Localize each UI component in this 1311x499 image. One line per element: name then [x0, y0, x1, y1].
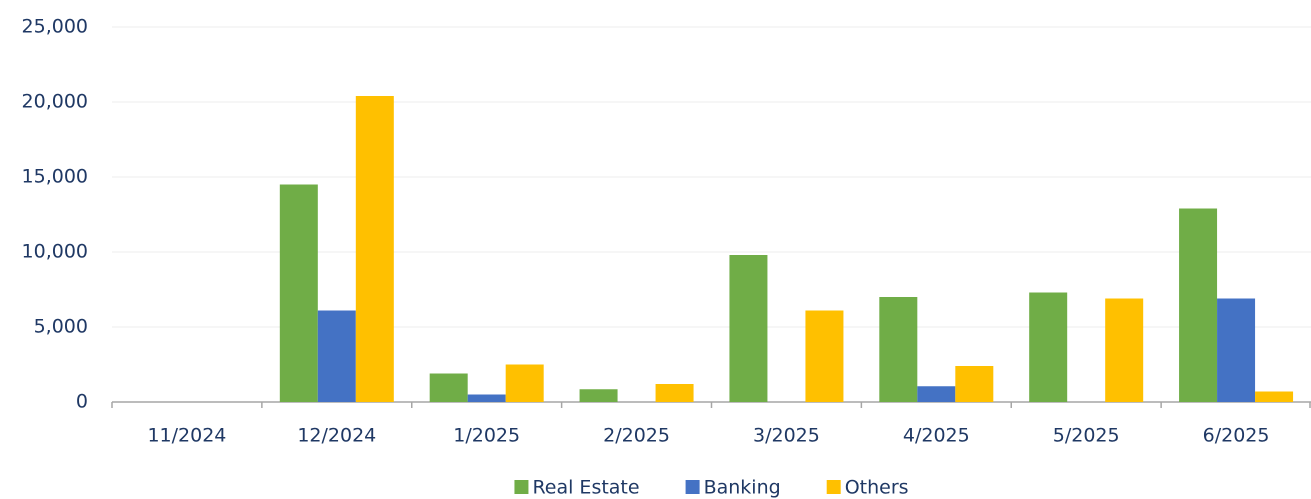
- legend-swatch: [685, 480, 700, 494]
- y-tick-label: 25,000: [22, 16, 88, 38]
- bar: [467, 394, 506, 402]
- bar: [805, 310, 844, 402]
- x-tick-label: 6/2025: [1203, 425, 1270, 447]
- x-tick-label: 5/2025: [1053, 425, 1120, 447]
- bar: [917, 386, 956, 402]
- bar: [355, 96, 394, 402]
- bar: [579, 389, 618, 402]
- bar: [505, 364, 544, 402]
- bar: [1029, 292, 1068, 402]
- bar: [1255, 391, 1294, 402]
- y-tick-label: 5,000: [34, 316, 88, 338]
- bar: [1179, 208, 1218, 402]
- y-tick-label: 20,000: [22, 91, 88, 113]
- y-tick-label: 0: [76, 391, 88, 413]
- y-tick-label: 10,000: [22, 241, 88, 263]
- x-tick-label: 12/2024: [297, 425, 376, 447]
- legend-label: Real Estate: [532, 477, 639, 499]
- bar: [655, 384, 694, 402]
- bar: [1217, 298, 1256, 402]
- bar: [279, 184, 318, 402]
- x-tick-label: 11/2024: [147, 425, 226, 447]
- x-tick-label: 3/2025: [753, 425, 820, 447]
- legend-label: Banking: [704, 477, 781, 499]
- x-tick-label: 1/2025: [453, 425, 520, 447]
- bar: [317, 310, 356, 402]
- bar: [879, 297, 918, 402]
- bar: [1105, 298, 1144, 402]
- legend-swatch: [826, 480, 841, 494]
- bar: [429, 373, 468, 402]
- x-tick-label: 4/2025: [903, 425, 970, 447]
- bar: [729, 255, 768, 402]
- legend-swatch: [514, 480, 529, 494]
- x-tick-label: 2/2025: [603, 425, 670, 447]
- bar: [955, 366, 994, 402]
- y-tick-label: 15,000: [22, 166, 88, 188]
- legend-label: Others: [845, 477, 909, 499]
